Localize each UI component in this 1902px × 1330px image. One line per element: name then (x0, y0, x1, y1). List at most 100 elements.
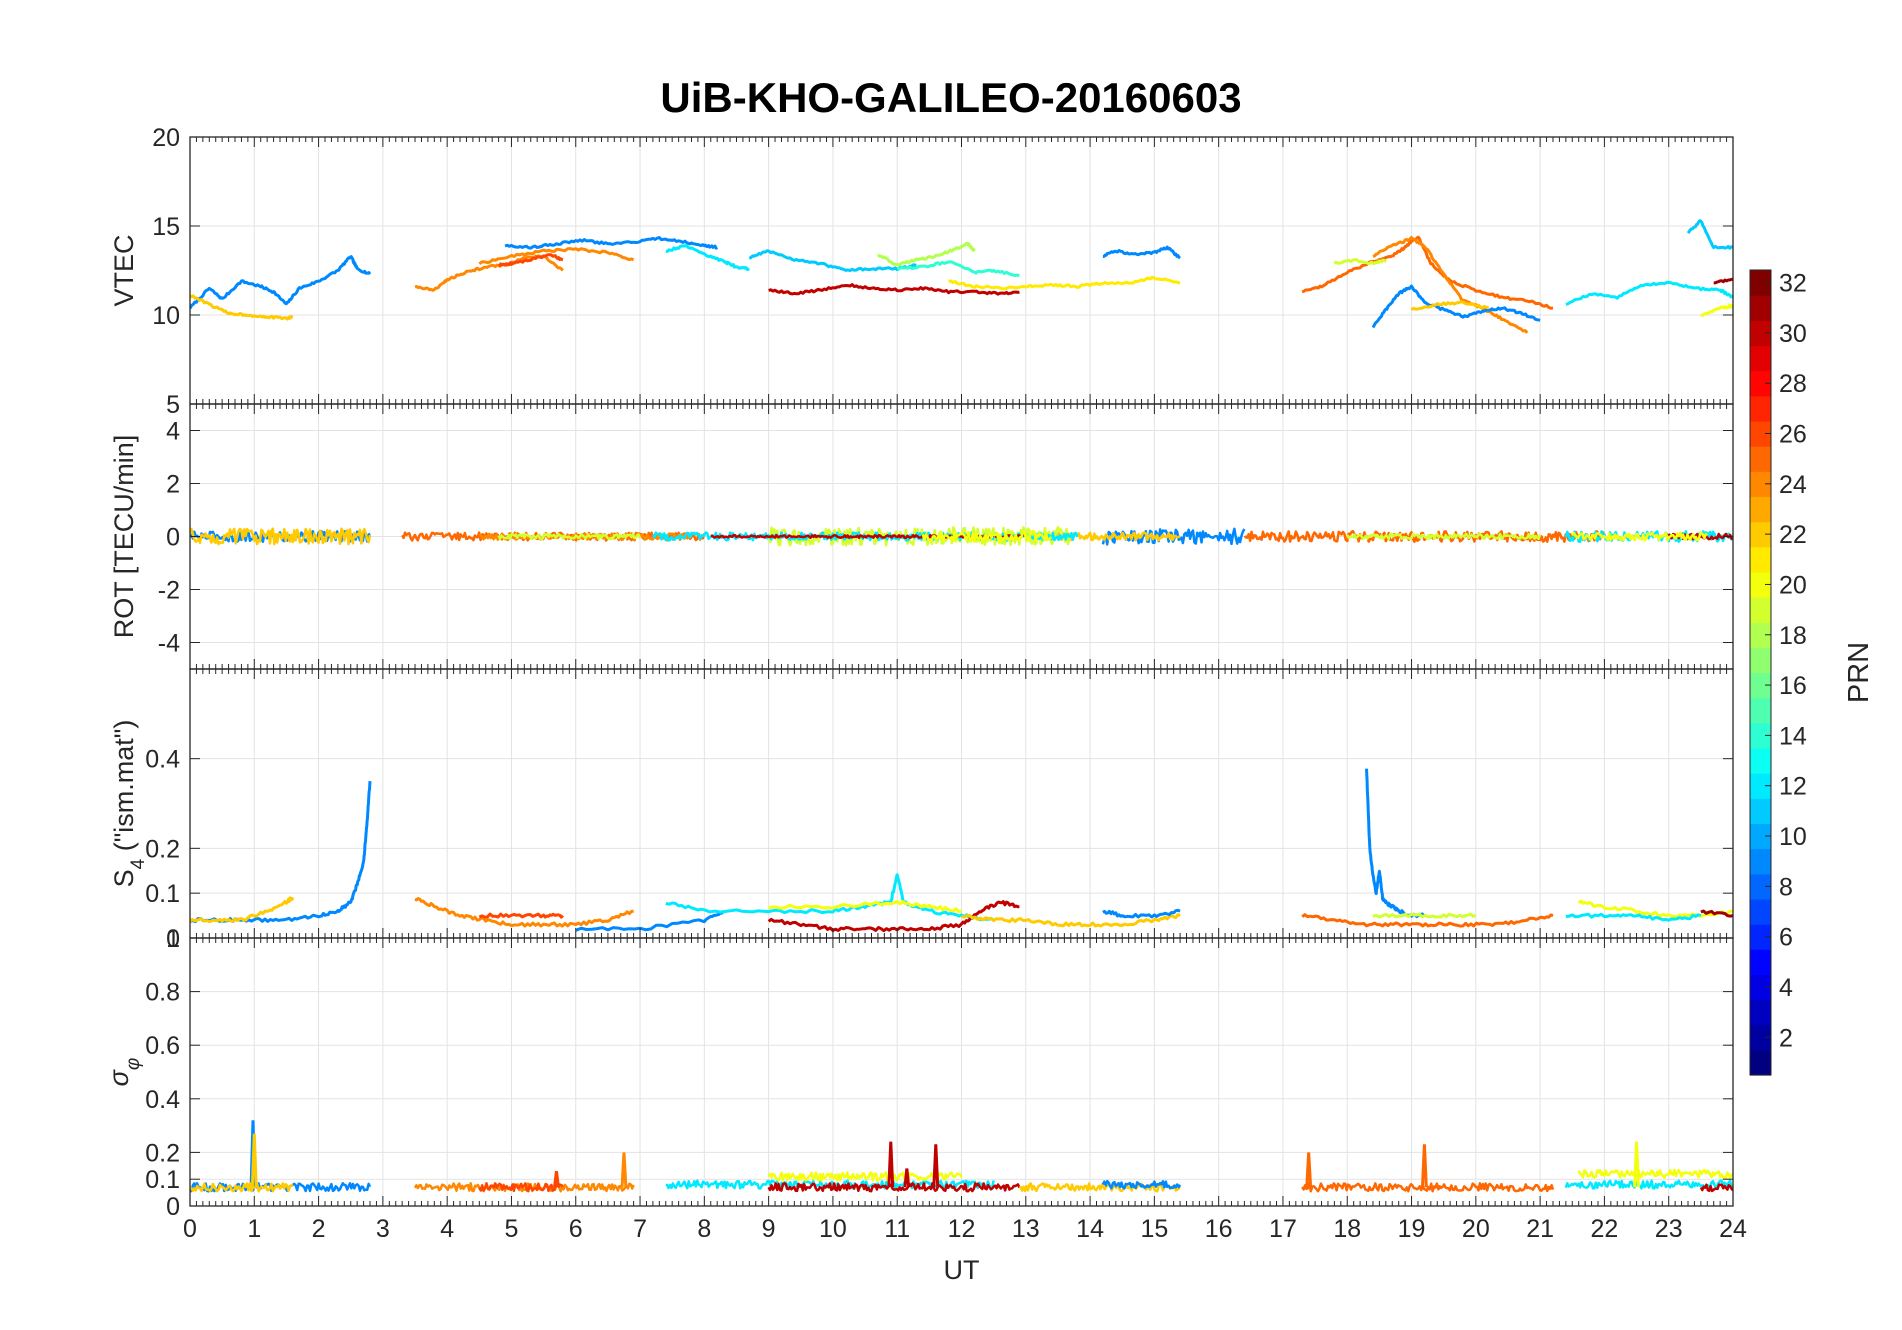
series-spike-prn-25 (1420, 1144, 1428, 1188)
series-prn-20 (1571, 531, 1709, 542)
colorbar-swatch (1750, 295, 1771, 321)
series-prn-20 (921, 530, 1053, 544)
colorbar-swatch (1750, 999, 1771, 1026)
colorbar-tick-label: 28 (1779, 370, 1807, 398)
series-prn-22 (190, 1182, 294, 1193)
x-tick-label: 22 (1591, 1215, 1619, 1243)
colorbar-swatch (1750, 924, 1771, 950)
colorbar-swatch (1750, 1049, 1771, 1076)
colorbar-swatch (1750, 521, 1771, 548)
figure-title: UiB-KHO-GALILEO-20160603 (660, 74, 1242, 121)
panel-2: -4 -2 0 2 4 ROT [TECU/min] (109, 403, 1734, 670)
colorbar-tick-label: 32 (1779, 270, 1807, 298)
y-axis-label: σφ (104, 1058, 144, 1087)
y-tick-label: 0.4 (145, 1086, 180, 1114)
series-prn-12 (1565, 280, 1733, 306)
x-tick-label: 17 (1269, 1215, 1297, 1243)
series-prn-9 (504, 236, 719, 250)
x-tick-label: 5 (505, 1215, 519, 1243)
colorbar-tick-label: 6 (1779, 924, 1793, 952)
x-tick-label: 14 (1076, 1215, 1104, 1243)
x-tick-label: 2 (312, 1215, 326, 1243)
x-tick-label: 20 (1462, 1215, 1490, 1243)
series-prn-9 (190, 781, 372, 924)
colorbar-swatch (1750, 622, 1771, 648)
series-prn-9 (575, 910, 725, 932)
y-tick-label: 10 (152, 302, 180, 330)
y-tick-label: 0.2 (145, 1139, 180, 1167)
colorbar-swatch (1750, 747, 1771, 774)
series-prn-30 (1699, 1183, 1733, 1193)
panel-1: 5 10 15 20 VTEC (109, 124, 1734, 419)
colorbar-swatch (1750, 496, 1771, 523)
series-prn-20 (1700, 304, 1733, 317)
series-prn-9 (190, 255, 372, 310)
colorbar-tick-label: 22 (1779, 521, 1807, 549)
colorbar-swatch (1750, 270, 1771, 296)
series-prn-18 (876, 242, 976, 267)
colorbar-swatch (1750, 848, 1771, 875)
colorbar-tick-label: 4 (1779, 974, 1793, 1002)
y-tick-label: -2 (158, 577, 180, 605)
colorbar-border (1749, 269, 1772, 1076)
colorbar-tick-label: 14 (1779, 722, 1807, 750)
series-prn-26 (478, 912, 564, 919)
y-tick-label: 0 (166, 925, 180, 953)
x-tick-label: 7 (633, 1215, 647, 1243)
y-tick-label: 4 (166, 418, 180, 446)
colorbar-tick-label: 18 (1779, 622, 1807, 650)
colorbar-swatch (1750, 672, 1771, 699)
colorbar-tick-label: 26 (1779, 421, 1807, 449)
colorbar-swatch (1750, 320, 1771, 347)
series-prn-19 (497, 532, 642, 541)
series-prn-11 (1686, 219, 1733, 250)
series-prn-24 (1372, 235, 1529, 334)
colorbar-swatch (1750, 873, 1771, 900)
x-tick-label: 11 (884, 1215, 910, 1243)
colorbar-swatch (1750, 798, 1771, 825)
y-tick-label: 0.6 (145, 1032, 180, 1060)
series-prn-22 (190, 294, 294, 321)
x-tick-label: 0 (183, 1215, 197, 1243)
x-axis-label: UT (944, 1255, 980, 1285)
series-group (190, 768, 1733, 933)
y-tick-label: -4 (158, 630, 180, 658)
x-tick-label: 6 (569, 1215, 583, 1243)
colorbar-swatch (1750, 370, 1771, 397)
series-spike-prn-30 (887, 1141, 895, 1188)
colorbar-swatch (1750, 546, 1771, 573)
series-prn-24 (414, 897, 634, 928)
colorbar-swatch (1750, 773, 1771, 799)
y-tick-label: 20 (152, 124, 180, 152)
series-prn-24 (478, 247, 635, 266)
series-prn-11 (748, 249, 917, 273)
series-prn-25 (1301, 1182, 1555, 1193)
colorbar-label: PRN (1843, 642, 1875, 703)
series-prn-31 (1713, 277, 1733, 285)
series-group (190, 219, 1733, 334)
y-tick-label: 1 (166, 925, 180, 953)
y-tick-label: 0.1 (145, 880, 180, 908)
x-tick-label: 24 (1719, 1215, 1747, 1243)
colorbar-tick-label: 30 (1779, 320, 1807, 348)
colorbar-swatch (1750, 420, 1771, 447)
y-tick-label: 5 (166, 391, 180, 419)
y-axis-label: ROT [TECU/min] (109, 435, 139, 639)
series-prn-12 (665, 244, 750, 271)
series-prn-9 (1102, 245, 1181, 260)
series-prn-12 (1565, 912, 1702, 922)
colorbar-swatch (1750, 974, 1771, 1001)
series-prn-25 (1301, 913, 1554, 928)
y-tick-label: 15 (152, 213, 180, 241)
series-prn-9 (1365, 768, 1425, 919)
colorbar-tick-label: 24 (1779, 471, 1807, 499)
series-spike-prn-30 (903, 1168, 911, 1188)
x-tick-label: 21 (1526, 1215, 1554, 1243)
series-prn-9 (1102, 908, 1181, 919)
series-spike-prn-26 (553, 1170, 560, 1188)
series-spike-prn-22 (250, 1133, 258, 1188)
colorbar-swatch (1750, 949, 1771, 975)
series-prn-30 (767, 1182, 1021, 1193)
